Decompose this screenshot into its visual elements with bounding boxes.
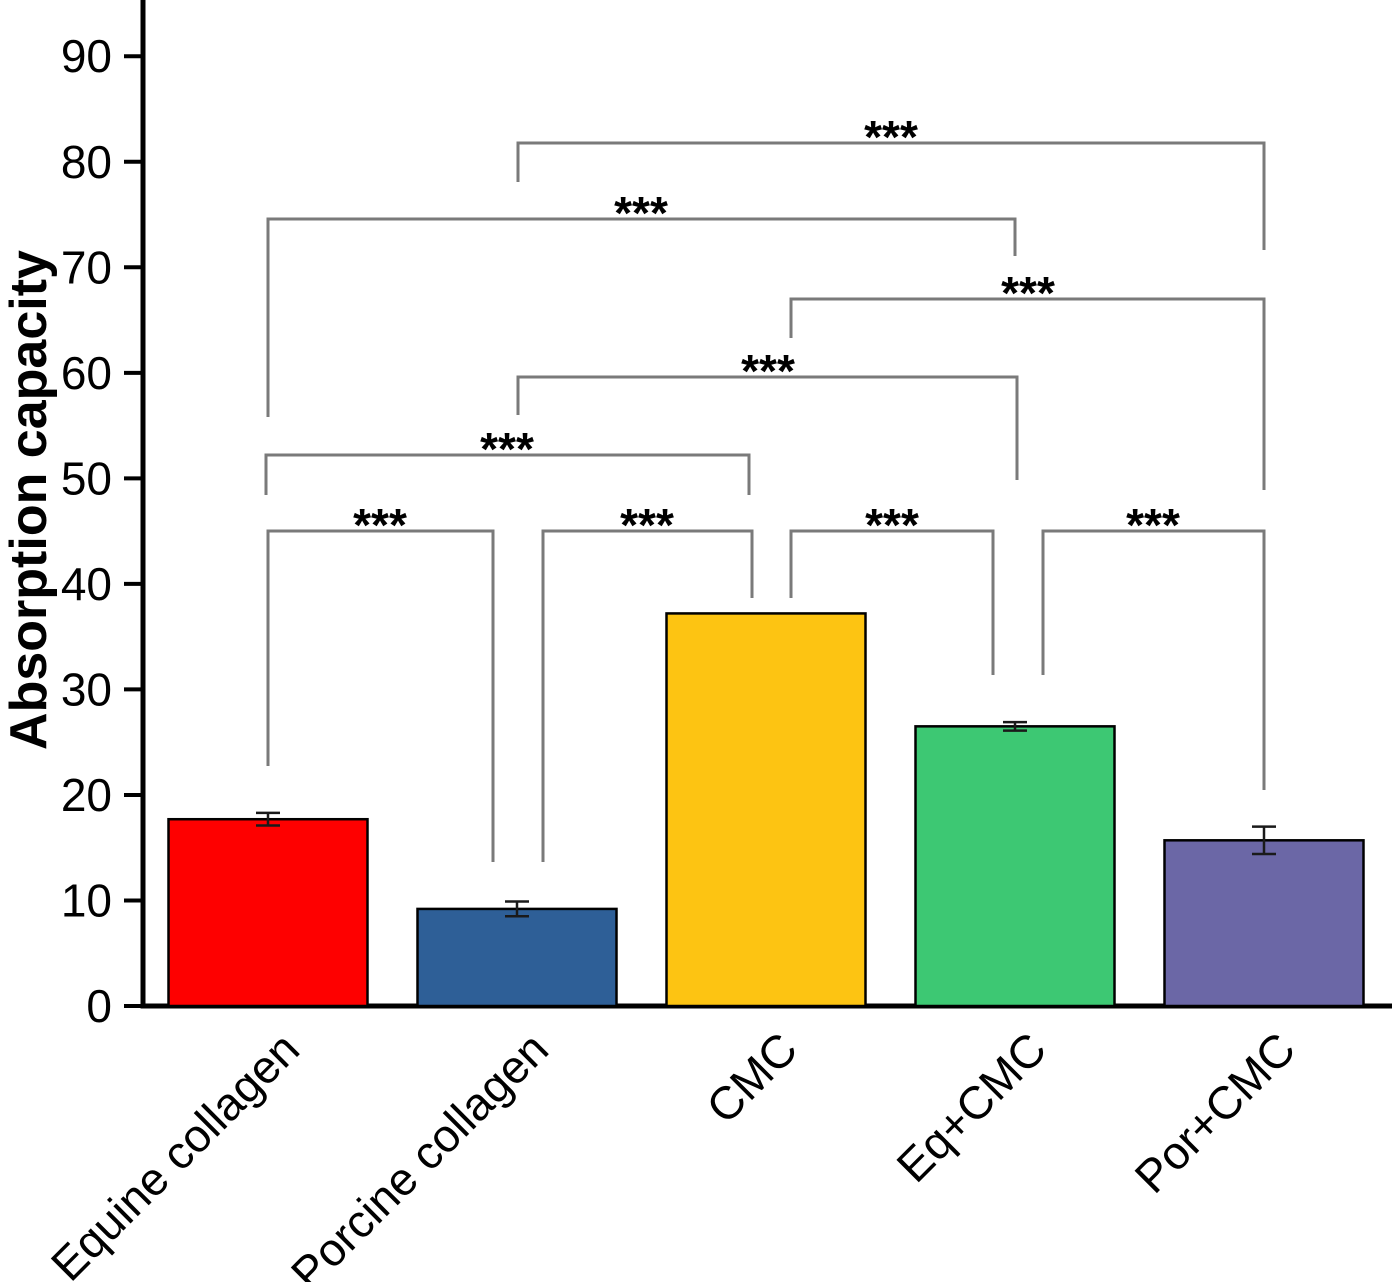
x-category-label: Porcine collagen — [281, 1022, 558, 1282]
significance-stars: *** — [480, 423, 534, 475]
y-tick-label: 60 — [61, 347, 112, 399]
y-tick-label: 0 — [86, 980, 112, 1032]
significance-bracket — [266, 529, 495, 862]
bar-3 — [665, 612, 867, 1008]
y-tick-label: 50 — [61, 452, 112, 504]
y-tick-label: 80 — [61, 136, 112, 188]
y-tick-label: 40 — [61, 558, 112, 610]
x-category-label: CMC — [696, 1022, 807, 1133]
significance-bracket — [266, 217, 1017, 417]
significance-stars: *** — [864, 111, 918, 163]
bar-5 — [1163, 839, 1365, 1008]
significance-stars: *** — [865, 499, 919, 551]
chart-generated-content: 0 10 20 30 40 50 60 70 80 90 Equine collagenPorcin… — [41, 0, 1392, 1282]
significance-bracket — [264, 453, 751, 495]
significance-stars: *** — [1126, 499, 1180, 551]
y-tick-label: 70 — [61, 241, 112, 293]
y-tick-label: 20 — [61, 769, 112, 821]
y-tick-label: 10 — [61, 874, 112, 926]
significance-stars: *** — [353, 499, 407, 551]
bar-1 — [167, 817, 369, 1008]
significance-bracket — [516, 141, 1266, 250]
significance-stars: *** — [614, 187, 668, 239]
significance-bracket — [541, 529, 754, 862]
bar-2 — [416, 907, 618, 1008]
significance-bracket — [789, 297, 1266, 490]
significance-stars: *** — [741, 345, 795, 397]
y-tick-label: 30 — [61, 663, 112, 715]
bar-4 — [914, 725, 1116, 1008]
significance-stars: *** — [620, 499, 674, 551]
significance-bracket — [516, 375, 1019, 480]
y-tick-label: 90 — [61, 30, 112, 82]
x-category-label: Eq+CMC — [886, 1022, 1056, 1192]
significance-stars: *** — [1001, 267, 1055, 319]
x-category-label: Por+CMC — [1125, 1022, 1305, 1202]
y-axis-title: Absorption capacity — [0, 250, 58, 750]
x-category-label: Equine collagen — [41, 1022, 309, 1282]
significance-bracket — [789, 529, 995, 675]
significance-bracket — [1041, 529, 1266, 790]
